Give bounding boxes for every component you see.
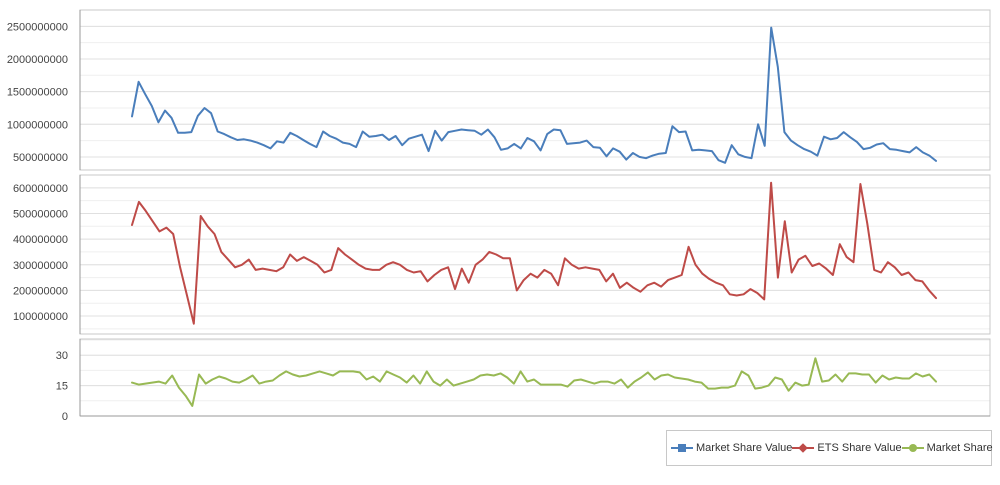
y-tick-label: 2500000000 (7, 21, 68, 33)
legend: Market Share Value ETS Share Value Marke… (666, 430, 993, 466)
legend-diamond-marker-icon (792, 443, 815, 453)
y-tick-label: 100000000 (13, 311, 68, 323)
legend-label: Market Share Value (696, 442, 793, 454)
series-line (131, 357, 937, 407)
y-tick-label: 1500000000 (7, 87, 68, 99)
legend-item-market-share-value: Market Share Value (671, 442, 792, 454)
legend-label: ETS Share Value (817, 442, 902, 454)
y-tick-label: 300000000 (13, 260, 68, 272)
legend-item-ets-share-value: ETS Share Value (792, 442, 902, 454)
y-tick-label: 400000000 (13, 234, 68, 246)
y-tick-label: 1000000000 (7, 119, 68, 131)
y-tick-label: 600000000 (13, 183, 68, 195)
legend-circle-marker-icon (901, 443, 924, 453)
y-tick-label: 500000000 (13, 208, 68, 220)
legend-square-marker-icon (671, 443, 693, 453)
legend-label: Market Share (926, 442, 993, 454)
y-tick-label: 30 (56, 350, 68, 362)
y-tick-label: 15 (56, 381, 68, 393)
y-tick-label: 500000000 (13, 152, 68, 164)
legend-item-market-share: Market Share (901, 442, 993, 454)
legend-diamond-icon (798, 443, 809, 453)
y-tick-label: 0 (62, 411, 68, 423)
series-line (131, 181, 937, 325)
y-tick-label: 2000000000 (7, 54, 68, 66)
y-tick-label: 200000000 (13, 285, 68, 297)
legend-circle-icon (908, 444, 917, 452)
legend-square-icon (678, 444, 686, 452)
series-line (131, 26, 937, 164)
pane-frame (79, 9, 991, 171)
